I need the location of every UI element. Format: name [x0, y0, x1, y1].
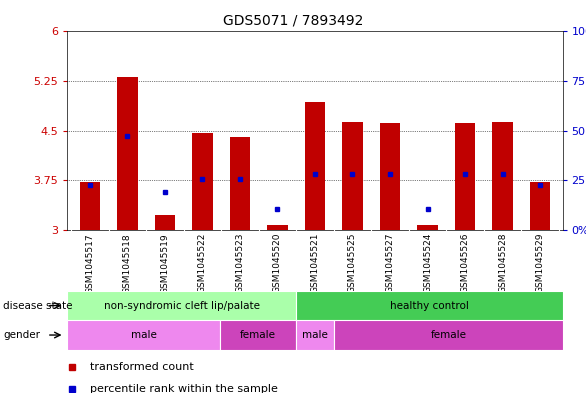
Text: GDS5071 / 7893492: GDS5071 / 7893492 — [223, 14, 363, 28]
Bar — [380, 123, 400, 230]
Text: GSM1045529: GSM1045529 — [536, 233, 544, 294]
Text: female: female — [430, 330, 466, 340]
Text: non-syndromic cleft lip/palate: non-syndromic cleft lip/palate — [104, 301, 260, 310]
Text: male: male — [302, 330, 328, 340]
Bar — [220, 320, 296, 350]
Text: GSM1045525: GSM1045525 — [348, 233, 357, 294]
Text: GSM1045522: GSM1045522 — [198, 233, 207, 293]
Text: GSM1045517: GSM1045517 — [86, 233, 94, 294]
Bar — [296, 320, 334, 350]
Bar — [530, 182, 550, 230]
Bar — [492, 122, 513, 230]
Text: GSM1045524: GSM1045524 — [423, 233, 432, 293]
Text: GSM1045523: GSM1045523 — [236, 233, 244, 294]
Text: percentile rank within the sample: percentile rank within the sample — [90, 384, 278, 393]
Bar — [117, 77, 138, 230]
Text: GSM1045519: GSM1045519 — [161, 233, 169, 294]
Text: GSM1045527: GSM1045527 — [386, 233, 394, 294]
Text: GSM1045528: GSM1045528 — [498, 233, 507, 294]
Bar — [305, 102, 325, 230]
Bar — [67, 320, 220, 350]
Bar — [296, 291, 563, 320]
Text: female: female — [240, 330, 276, 340]
Text: GSM1045521: GSM1045521 — [311, 233, 319, 294]
Text: GSM1045518: GSM1045518 — [123, 233, 132, 294]
Bar — [192, 133, 213, 230]
Bar — [455, 123, 475, 230]
Bar — [417, 225, 438, 230]
Bar — [342, 122, 363, 230]
Bar — [80, 182, 100, 230]
Bar — [267, 225, 288, 230]
Bar — [155, 215, 175, 230]
Text: GSM1045526: GSM1045526 — [461, 233, 469, 294]
Bar — [67, 291, 296, 320]
Text: gender: gender — [3, 330, 40, 340]
Text: GSM1045520: GSM1045520 — [273, 233, 282, 294]
Bar — [230, 137, 250, 230]
Text: disease state: disease state — [3, 301, 73, 310]
Text: male: male — [131, 330, 156, 340]
Bar — [334, 320, 563, 350]
Text: healthy control: healthy control — [390, 301, 469, 310]
Text: transformed count: transformed count — [90, 362, 193, 372]
